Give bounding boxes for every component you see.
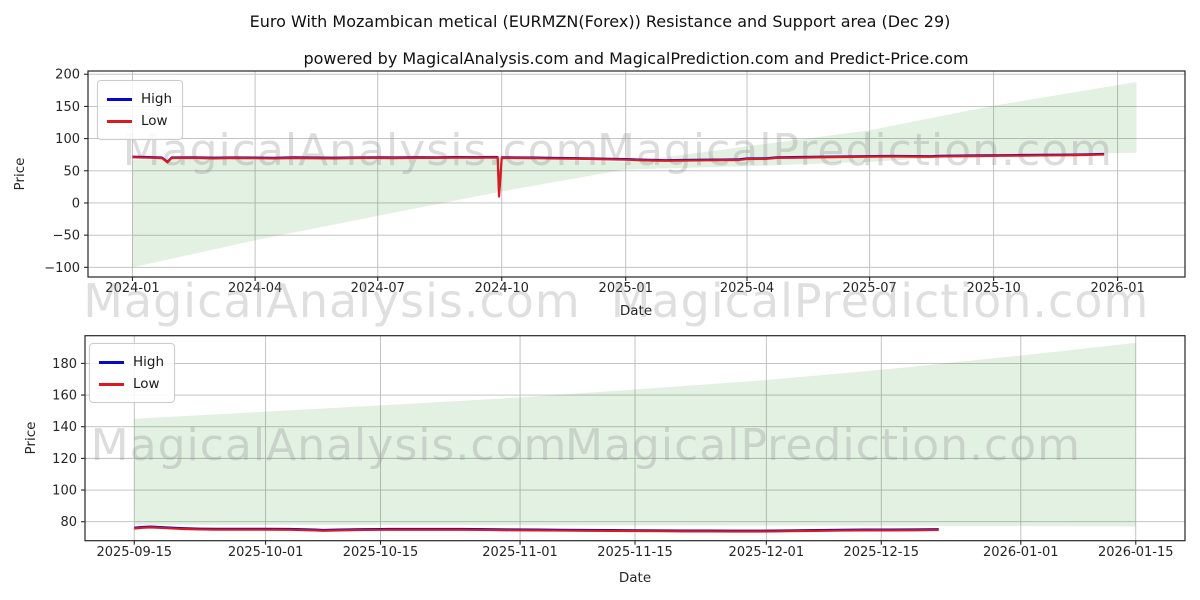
high-line-swatch	[99, 360, 124, 364]
x-tick-label: 2024-04	[228, 281, 282, 296]
watermark-analysis-top-plot: MagicalAnalysis.com	[123, 125, 600, 176]
top-chart-lines	[132, 152, 1105, 198]
bottom-legend: High Low	[89, 343, 176, 403]
x-tick-label: 2025-11-15	[597, 545, 673, 560]
legend-row-low: Low	[107, 110, 172, 132]
chart-subtitle: powered by MagicalAnalysis.com and Magic…	[303, 49, 969, 68]
low-line-swatch	[107, 119, 132, 123]
y-tick-label: 100	[52, 484, 77, 499]
x-tick-label: 2025-10-01	[228, 545, 304, 560]
x-tick-label: 2025-11-01	[482, 545, 558, 560]
x-tick-label: 2026-01-01	[983, 545, 1059, 560]
support-resistance-band	[134, 342, 1136, 527]
low-line-swatch	[99, 382, 124, 386]
top-x-axis-label: Date	[619, 303, 653, 319]
y-tick-label: 160	[52, 389, 77, 404]
legend-high-label: High	[133, 354, 165, 370]
low-line	[134, 526, 939, 533]
y-tick-label: 150	[55, 100, 80, 115]
y-tick-label: −100	[44, 261, 80, 276]
y-tick-label: −50	[53, 229, 80, 244]
top-y-axis-label: Price	[12, 157, 28, 191]
legend-row-low: Low	[99, 373, 164, 395]
legend-high-label: High	[141, 91, 173, 107]
y-tick-label: 50	[63, 164, 80, 179]
x-tick-label: 2025-07	[842, 281, 896, 296]
low-line	[132, 153, 1105, 198]
x-tick-label: 2026-01-15	[1098, 545, 1174, 560]
y-tick-label: 140	[52, 420, 77, 435]
y-tick-label: 120	[52, 452, 77, 467]
high-line-swatch	[107, 97, 132, 101]
bottom-y-axis-label: Price	[23, 421, 39, 455]
y-tick-label: 80	[60, 515, 77, 530]
x-tick-label: 2025-12-01	[729, 545, 805, 560]
watermark-analysis-bottom-plot: MagicalAnalysis.com	[91, 420, 568, 471]
support-resistance-band	[132, 81, 1137, 268]
legend-row-high: High	[99, 351, 164, 373]
x-tick-label: 2025-10-15	[343, 545, 419, 560]
chart-title: Euro With Mozambican metical (EURMZN(For…	[249, 12, 951, 31]
x-tick-label: 2024-01	[105, 281, 159, 296]
x-tick-label: 2026-01	[1090, 281, 1144, 296]
x-tick-label: 2025-12-15	[843, 545, 919, 560]
x-tick-label: 2025-10	[966, 281, 1020, 296]
top-legend: High Low	[97, 80, 184, 140]
plot-border	[87, 70, 1186, 278]
bottom-x-axis-label: Date	[618, 570, 652, 586]
x-tick-label: 2025-01	[599, 281, 653, 296]
x-tick-label: 2025-09-15	[96, 545, 172, 560]
bottom-chart-lines	[134, 525, 939, 533]
x-tick-label: 2025-04	[720, 281, 774, 296]
watermark-analysis-top-axis: MagicalAnalysis.com	[83, 274, 581, 328]
top-chart-underlay: 2024-01 2024-04 2024-07 2024-10 2025-01 2025-…	[44, 68, 1186, 296]
watermark-prediction-top-axis: MagicalPrediction.com	[611, 274, 1150, 328]
x-tick-label: 2024-10	[475, 281, 529, 296]
legend-low-label: Low	[141, 113, 168, 129]
y-tick-label: 0	[72, 196, 80, 211]
y-tick-label: 200	[55, 68, 80, 83]
watermark-prediction-bottom-plot: MagicalPrediction.com	[565, 420, 1081, 471]
bottom-chart-underlay: 2025-09-15 2025-10-01 2025-10-15 2025-11-01…	[52, 335, 1186, 560]
legend-row-high: High	[107, 88, 172, 110]
watermark-prediction-top-plot: MagicalPrediction.com	[597, 125, 1113, 176]
legend-low-label: Low	[133, 376, 160, 392]
y-tick-label: 100	[55, 132, 80, 147]
y-tick-label: 180	[52, 357, 77, 372]
x-tick-label: 2024-07	[351, 281, 405, 296]
